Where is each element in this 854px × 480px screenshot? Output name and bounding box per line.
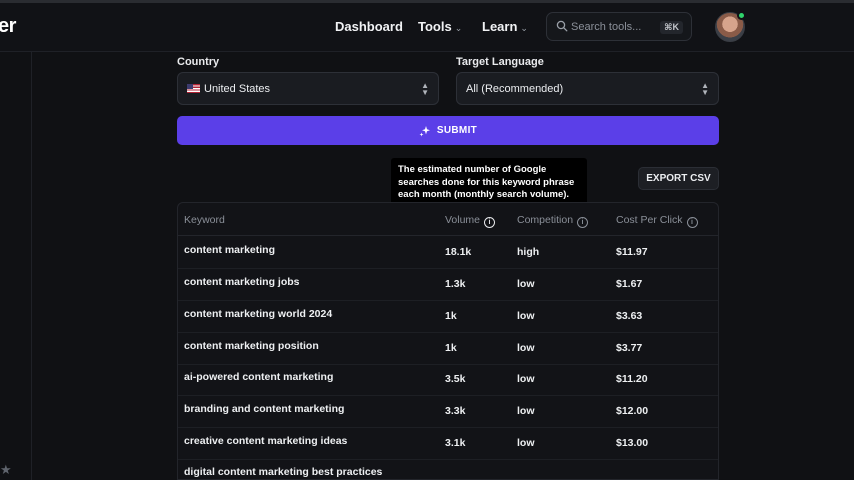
keyword-cell: content marketing: [184, 244, 276, 256]
language-select[interactable]: All (Recommended) ▲ ▼: [456, 72, 719, 105]
table-row[interactable]: ai-powered content marketing 3.5k low $11.2…: [178, 364, 718, 396]
nav-learn-label: Learn: [482, 19, 518, 34]
volume-cell: 3.5k: [445, 373, 466, 385]
column-header-cpc[interactable]: Cost Per Click i: [616, 214, 698, 228]
keyword-cell: branding and content marketing: [184, 403, 345, 415]
language-label: Target Language: [456, 56, 544, 68]
volume-cell: 1k: [445, 342, 457, 354]
updown-chevron-icon: ▲ ▼: [421, 81, 429, 97]
keyword-table: Keyword Volume i Competition i Cost Per Cl…: [177, 202, 719, 480]
cpc-cell: $1.67: [616, 278, 643, 290]
updown-chevron-icon: ▲ ▼: [701, 81, 709, 97]
star-icon[interactable]: ★: [0, 462, 12, 477]
competition-cell: low: [517, 405, 535, 417]
search-placeholder: Search tools...: [571, 21, 642, 33]
nav-tools[interactable]: Tools ⌄: [418, 19, 462, 34]
browser-edge: [0, 0, 854, 3]
cpc-cell: $13.00: [616, 437, 649, 449]
search-shortcut-badge: ⌘K: [660, 21, 683, 34]
search-icon: [556, 20, 568, 32]
cpc-cell: $11.97: [616, 246, 648, 258]
keyword-cell: ai-powered content marketing: [184, 371, 334, 383]
keyword-cell: digital content marketing best practices: [184, 466, 383, 478]
competition-cell: low: [517, 373, 535, 385]
keyword-cell: creative content marketing ideas: [184, 435, 348, 447]
keyword-cell: content marketing jobs: [184, 276, 300, 288]
country-select-value: United States: [187, 83, 270, 95]
volume-cell: 18.1k: [445, 246, 472, 258]
language-select-value: All (Recommended): [466, 83, 564, 95]
table-row[interactable]: content marketing world 2024 1k low $3.63: [178, 301, 718, 333]
brand-logo-text[interactable]: er: [0, 15, 16, 37]
column-header-keyword[interactable]: Keyword: [184, 214, 225, 226]
table-row[interactable]: content marketing jobs 1.3k low $1.67: [178, 269, 718, 301]
info-icon[interactable]: i: [484, 217, 496, 228]
cpc-cell: $3.63: [616, 310, 643, 322]
volume-cell: 3.3k: [445, 405, 466, 417]
volume-cell: 1k: [445, 310, 457, 322]
nav-tools-label: Tools: [418, 19, 452, 34]
cpc-cell: $12.00: [616, 405, 649, 417]
search-input[interactable]: Search tools... ⌘K: [546, 12, 692, 41]
competition-cell: low: [517, 310, 535, 322]
top-navigation-bar: er Dashboard Tools ⌄ Learn ⌄ Search tools.…: [0, 0, 854, 52]
table-header: Keyword Volume i Competition i Cost Per Cl…: [178, 203, 718, 236]
sidebar-divider: [31, 52, 32, 480]
country-select[interactable]: United States ▲ ▼: [177, 72, 439, 105]
volume-cell: 3.1k: [445, 437, 466, 449]
volume-cell: 1.3k: [445, 278, 466, 290]
column-header-competition[interactable]: Competition i: [517, 214, 589, 228]
column-header-volume[interactable]: Volume i: [445, 214, 496, 228]
table-row[interactable]: content marketing position 1k low $3.77: [178, 333, 718, 365]
competition-cell: low: [517, 342, 535, 354]
competition-cell: low: [517, 437, 535, 449]
online-status-dot: [737, 11, 746, 20]
chevron-down-icon: ⌄: [454, 23, 463, 33]
cpc-cell: $11.20: [616, 373, 648, 385]
nav-dashboard-label: Dashboard: [335, 19, 403, 34]
sparkle-icon: [419, 125, 430, 136]
table-row[interactable]: branding and content marketing 3.3k low $12…: [178, 396, 718, 428]
competition-cell: high: [517, 246, 540, 258]
country-value-text: United States: [204, 83, 271, 95]
cpc-cell: $3.77: [616, 342, 643, 354]
keyword-cell: content marketing world 2024: [184, 308, 333, 320]
info-icon[interactable]: i: [686, 217, 698, 228]
table-row[interactable]: creative content marketing ideas 3.1k low $…: [178, 428, 718, 460]
table-row[interactable]: digital content marketing best practices: [178, 459, 718, 479]
competition-cell: low: [517, 278, 535, 290]
nav-learn[interactable]: Learn ⌄: [482, 19, 528, 34]
info-icon[interactable]: i: [577, 217, 589, 228]
us-flag-icon: [187, 84, 200, 93]
export-csv-button[interactable]: EXPORT CSV: [638, 167, 719, 190]
chevron-down-icon: ⌄: [520, 23, 528, 33]
volume-tooltip: The estimated number of Google searches …: [391, 158, 587, 207]
table-row[interactable]: content marketing 18.1k high $11.97: [178, 237, 718, 269]
submit-button[interactable]: SUBMIT: [177, 116, 719, 145]
keyword-cell: content marketing position: [184, 340, 319, 352]
submit-label: SUBMIT: [436, 125, 478, 136]
avatar[interactable]: [715, 12, 745, 42]
nav-dashboard[interactable]: Dashboard: [335, 19, 403, 34]
country-label: Country: [177, 56, 220, 68]
